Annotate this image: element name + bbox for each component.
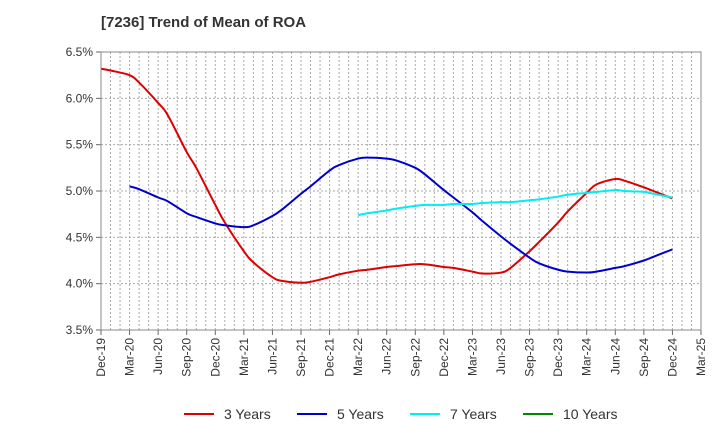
x-tick-label: Dec-24 (665, 338, 679, 377)
plot-frame (100, 51, 702, 331)
chart-title: [7236] Trend of Mean of ROA (101, 14, 307, 31)
x-tick-label: Sep-21 (294, 338, 308, 377)
y-tick-label: 6.5% (66, 45, 94, 59)
x-tick-label: Mar-21 (237, 338, 251, 376)
x-tick-label: Dec-21 (323, 338, 337, 377)
legend-label: 3 Years (224, 406, 271, 422)
series-line-7-years (357, 189, 673, 217)
y-tick-label: 6.0% (66, 91, 94, 105)
y-tick-label: 3.5% (66, 323, 94, 337)
x-axis: Dec-19 Mar-20 Jun-20 Sep-20 Dec-20 Mar-21 Jun-… (94, 330, 708, 377)
legend: 3 Years 5 Years 7 Years 10 Years (184, 406, 618, 422)
legend-label: 7 Years (450, 406, 497, 422)
x-tick-label: Mar-24 (580, 338, 594, 376)
y-tick-label: 5.0% (66, 184, 94, 198)
series-line-5-years (129, 156, 673, 274)
x-tick-label: Jun-24 (608, 338, 622, 375)
x-tick-label: Sep-23 (523, 338, 537, 377)
x-tick-label: Dec-23 (551, 338, 565, 377)
x-tick-label: Mar-20 (123, 338, 137, 376)
x-tick-label: Sep-24 (637, 338, 651, 377)
y-tick-label: 4.5% (66, 230, 94, 244)
x-tick-label: Sep-20 (180, 338, 194, 377)
x-tick-label: Mar-23 (465, 338, 479, 376)
x-tick-label: Jun-20 (151, 338, 165, 375)
x-tick-label: Jun-23 (494, 338, 508, 375)
x-tick-label: Jun-22 (380, 338, 394, 375)
series-line-3-years (100, 67, 673, 284)
series-lines (100, 67, 673, 284)
legend-label: 10 Years (563, 406, 618, 422)
x-tick-label: Mar-22 (351, 338, 365, 376)
x-tick-label: Dec-22 (437, 338, 451, 377)
x-tick-label: Dec-19 (94, 338, 108, 377)
x-tick-label: Mar-25 (694, 338, 708, 376)
x-tick-label: Jun-21 (265, 338, 279, 375)
x-tick-label: Dec-20 (208, 338, 222, 377)
x-tick-label: Sep-22 (408, 338, 422, 377)
y-tick-label: 4.0% (66, 277, 94, 291)
grid-lines (101, 52, 701, 330)
legend-label: 5 Years (337, 406, 384, 422)
y-axis: 3.5% 4.0% 4.5% 5.0% 5.5% 6.0% 6.5% (66, 45, 101, 337)
y-tick-label: 5.5% (66, 138, 94, 152)
